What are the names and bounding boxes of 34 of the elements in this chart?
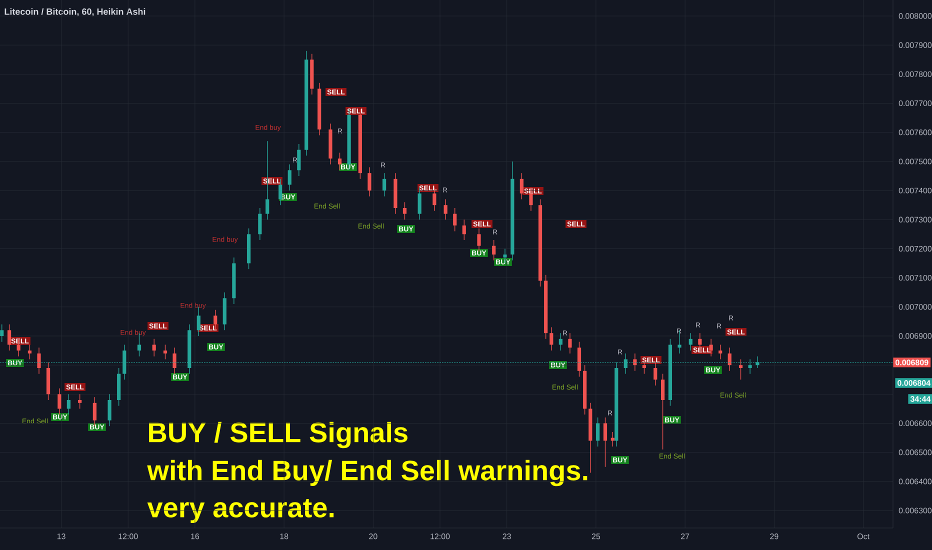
- y-tick-label: 0.007700: [898, 100, 932, 106]
- x-tick-label: 20: [369, 534, 378, 540]
- annotation: BUY / SELL Signals: [149, 422, 408, 448]
- y-tick-label: 0.006900: [898, 333, 932, 339]
- x-tick-label: 16: [191, 534, 200, 540]
- y-tick-label: 0.007900: [898, 42, 932, 48]
- y-tick-label: 0.008000: [898, 13, 932, 19]
- x-tick-label: 27: [681, 534, 690, 540]
- annotation: very accurate.: [147, 498, 334, 524]
- y-tick-label: 0.007300: [898, 216, 932, 222]
- y-tick-label: 0.007500: [898, 158, 932, 164]
- x-tick-label: Oct: [857, 534, 870, 540]
- y-tick-label: 0.007400: [898, 188, 932, 194]
- text: Litecoin / Bitcoin, 60, Heikin Ashi: [4, 8, 146, 16]
- x-tick-label: 18: [280, 534, 288, 540]
- y-tick-label: 0.007100: [898, 274, 932, 281]
- y-tick-label: 0.006400: [898, 478, 932, 484]
- x-tick-label: 23: [502, 534, 511, 540]
- ref-line-label: 0.006809: [896, 360, 928, 366]
- text: 0.006804: [898, 380, 931, 386]
- y-tick-label: 0.007600: [898, 130, 932, 136]
- y-tick-label: 0.007800: [898, 71, 932, 78]
- y-tick-label: 0.006600: [898, 420, 932, 426]
- x-tick-label: 13: [57, 534, 66, 540]
- y-tick-label: 0.006500: [898, 450, 932, 456]
- text: 34:44: [910, 396, 931, 402]
- x-tick-label: 29: [770, 534, 778, 540]
- x-tick-label: 12:00: [430, 534, 450, 540]
- y-tick-label: 0.007000: [898, 304, 932, 310]
- y-tick-label: 0.007200: [898, 246, 932, 252]
- x-tick-label: 12:00: [118, 534, 138, 540]
- x-tick-label: 25: [592, 534, 600, 540]
- y-tick-label: 0.006300: [898, 508, 932, 514]
- annotation: with End Buy/ End Sell warnings.: [147, 460, 588, 486]
